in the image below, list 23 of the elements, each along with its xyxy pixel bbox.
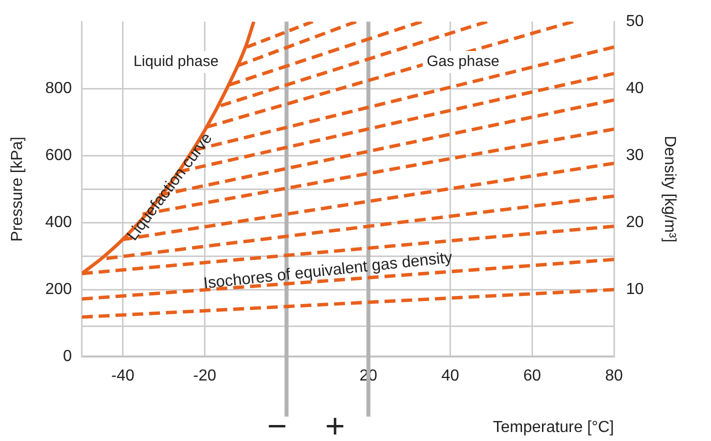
- annotation: Isochores of equivalent gas density: [202, 249, 454, 292]
- annotation: Gas phase: [426, 53, 500, 70]
- y2-tick-label: 30: [626, 147, 644, 164]
- y-tick-label: 800: [45, 80, 72, 98]
- y2-tick-label: 50: [626, 13, 644, 30]
- x-tick-label: -20: [193, 368, 216, 385]
- y-tick-label: 200: [45, 281, 72, 298]
- y-tick-label: 0: [62, 348, 72, 366]
- x-tick-label: 80: [605, 368, 624, 385]
- x-tick-label: 60: [523, 368, 542, 385]
- x-axis-title: Temperature [°C]: [492, 418, 614, 436]
- y2-tick-label: 40: [626, 80, 644, 98]
- y-axis-title: Pressure [kPa]: [9, 136, 26, 242]
- x-tick-label: -40: [111, 368, 134, 385]
- annotation: Liquid phase: [133, 53, 219, 70]
- y-tick-label: 600: [45, 147, 72, 164]
- x-tick-label: 40: [441, 368, 460, 385]
- text: −: [267, 407, 287, 441]
- y-tick-label: 400: [45, 214, 72, 232]
- y2-axis-title: Density [kg/m³]: [660, 136, 678, 242]
- y2-tick-label: 10: [626, 281, 644, 298]
- y2-tick-label: 20: [626, 214, 644, 232]
- text: +: [325, 407, 345, 441]
